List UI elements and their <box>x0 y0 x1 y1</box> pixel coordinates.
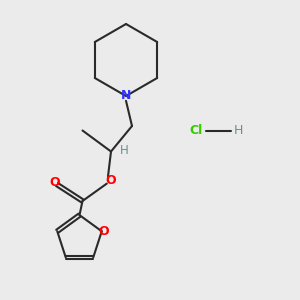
Text: O: O <box>99 225 110 238</box>
Text: H: H <box>120 143 129 157</box>
Text: O: O <box>49 176 60 189</box>
Text: Cl: Cl <box>190 124 203 137</box>
Text: O: O <box>105 173 116 187</box>
Text: N: N <box>121 89 131 103</box>
Text: H: H <box>234 124 243 137</box>
